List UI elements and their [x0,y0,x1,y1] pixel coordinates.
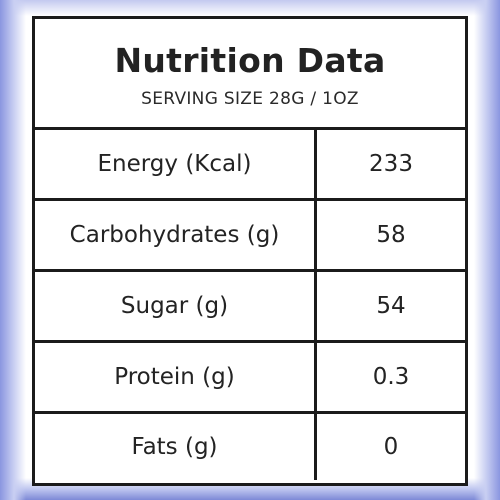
nutrition-table: Energy (Kcal) 233 Carbohydrates (g) 58 S… [35,130,465,480]
nutrient-name: Sugar (g) [35,272,317,340]
label-title: Nutrition Data [114,41,386,80]
nutrient-value: 54 [376,293,406,319]
nutrient-value: 0 [383,434,399,460]
label-header: Nutrition Data SERVING SIZE 28G / 1OZ [35,19,465,130]
table-row-protein: Protein (g) 0.3 [35,343,465,414]
table-row-energy: Energy (Kcal) 233 [35,130,465,201]
nutrient-value: 0.3 [372,364,410,390]
serving-size: SERVING SIZE 28G / 1OZ [141,89,359,109]
table-row-sugar: Sugar (g) 54 [35,272,465,343]
nutrient-value: 58 [376,222,406,248]
nutrient-value: 233 [369,151,413,177]
nutrient-name: Energy (Kcal) [35,130,317,198]
nutrition-label: Nutrition Data SERVING SIZE 28G / 1OZ En… [32,16,468,486]
nutrient-name: Carbohydrates (g) [35,201,317,269]
table-row-carbohydrates: Carbohydrates (g) 58 [35,201,465,272]
nutrient-name: Fats (g) [35,414,317,480]
table-row-fats: Fats (g) 0 [35,414,465,480]
nutrient-name: Protein (g) [35,343,317,411]
